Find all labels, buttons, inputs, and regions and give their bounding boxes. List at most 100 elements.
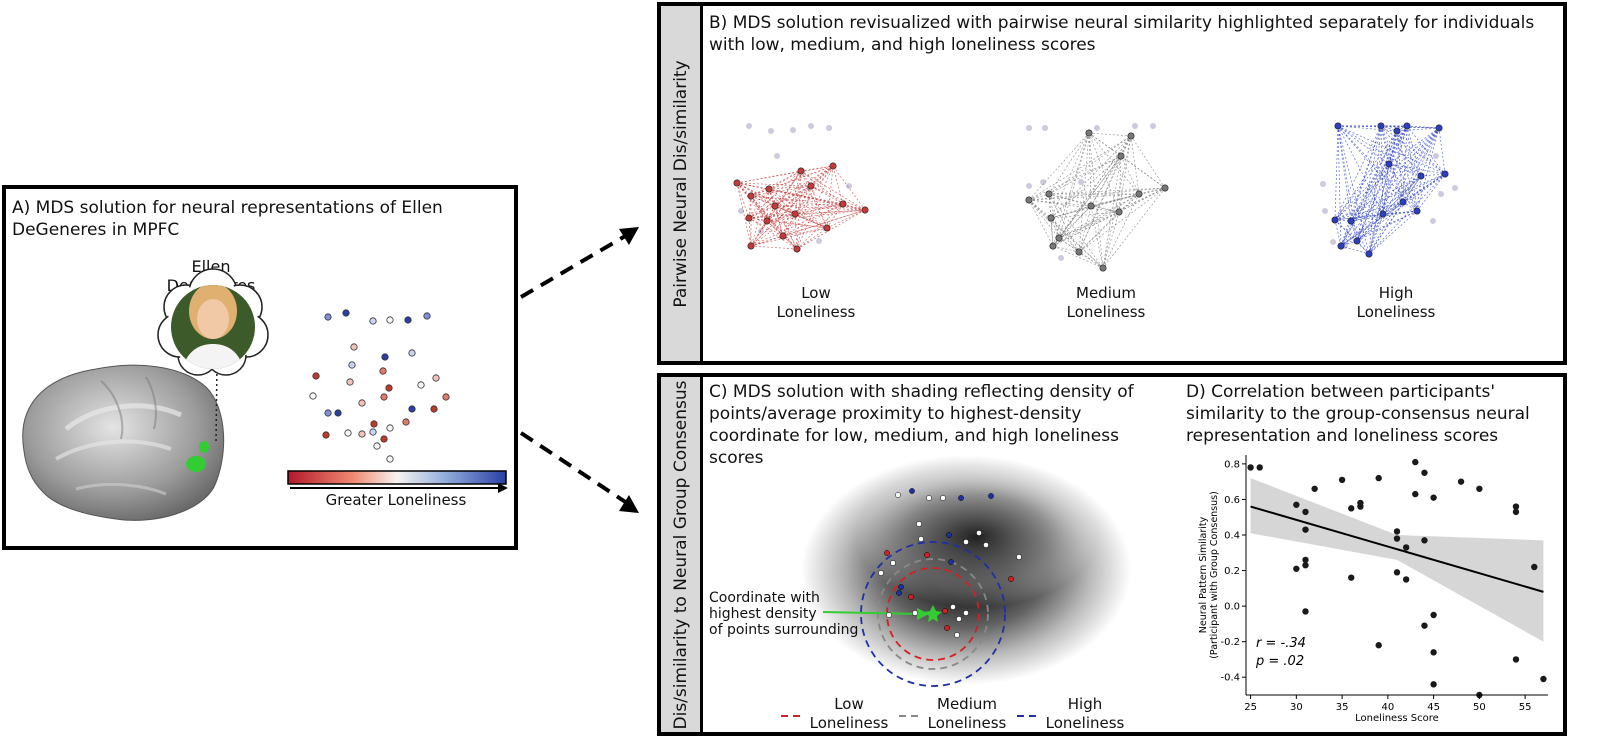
edge — [796, 227, 828, 250]
medium-group-label-2: Loneliness — [1066, 303, 1146, 321]
edge — [1337, 125, 1370, 255]
edge — [1388, 163, 1446, 175]
edge — [1050, 132, 1090, 219]
node — [1115, 208, 1123, 216]
edge — [1334, 127, 1440, 221]
data-point — [1393, 528, 1401, 535]
edge — [1058, 205, 1092, 239]
panel-a-mds-scatter — [309, 309, 450, 463]
density-point — [895, 492, 901, 498]
edge — [1356, 240, 1370, 255]
mds-point — [408, 349, 416, 357]
edge — [1350, 125, 1408, 222]
data-point — [1375, 474, 1382, 482]
mds-point — [380, 435, 388, 443]
density-point — [958, 495, 964, 501]
edge — [1052, 155, 1122, 247]
mds-point — [432, 374, 440, 382]
edge — [1337, 125, 1404, 203]
edge — [1078, 155, 1122, 253]
density-point — [886, 612, 892, 618]
node — [733, 179, 741, 187]
y-axis-label-2: (Participant with Group Consensus) — [1209, 491, 1220, 659]
data-point — [1402, 544, 1410, 551]
node — [765, 185, 773, 193]
edge — [782, 213, 796, 237]
node — [1331, 216, 1339, 224]
panel-c: Dis/similarity to Neural Group Consensus… — [657, 373, 1567, 736]
edge — [832, 165, 844, 205]
node — [829, 162, 837, 170]
edge — [1356, 163, 1390, 242]
edge — [750, 195, 866, 211]
edge — [750, 195, 844, 205]
high-group-label-1: High — [1378, 284, 1414, 302]
node — [745, 214, 753, 222]
mds-point — [342, 309, 350, 317]
mpfc-region — [186, 456, 206, 472]
node — [1117, 152, 1125, 160]
edge — [774, 205, 796, 215]
panel-a-title: A) MDS solution for neural representatio… — [12, 198, 443, 240]
node — [797, 167, 805, 175]
edge — [800, 170, 866, 211]
low-group-label: Low Loneliness — [761, 284, 871, 322]
edge — [1088, 132, 1122, 157]
edge — [1368, 127, 1440, 255]
node — [1399, 198, 1407, 206]
node — [1045, 190, 1053, 198]
edge — [1340, 220, 1352, 247]
ghost-node — [1094, 125, 1100, 131]
edge — [1052, 245, 1080, 253]
density-point — [1008, 576, 1014, 582]
edge — [750, 213, 796, 247]
ghost-node — [1430, 218, 1436, 224]
data-point — [1247, 464, 1254, 471]
edge — [1048, 193, 1104, 269]
mds-point — [324, 409, 332, 417]
node — [1127, 132, 1135, 140]
edge — [1050, 193, 1140, 219]
data-point — [1348, 574, 1355, 581]
data-point — [1430, 681, 1437, 688]
legend-high-1: High — [1067, 695, 1103, 713]
mds-point — [417, 381, 425, 389]
density-point — [924, 552, 930, 558]
high-network — [1320, 122, 1458, 258]
colorbar-label: Greater Loneliness — [325, 491, 467, 509]
ghost-node — [1026, 183, 1032, 189]
edge — [800, 170, 812, 187]
data-point — [1430, 611, 1437, 619]
edge — [1090, 187, 1166, 207]
node — [791, 210, 799, 218]
mds-point — [373, 442, 381, 450]
ghost-node — [790, 127, 796, 133]
edge — [1350, 125, 1382, 222]
low-network — [733, 123, 869, 253]
edge — [1050, 155, 1122, 219]
edge — [1130, 135, 1166, 189]
stat-r: r = -.34 — [1256, 636, 1306, 651]
edge — [750, 195, 768, 222]
edge — [1340, 175, 1422, 247]
ghost-node — [1026, 125, 1032, 131]
edge — [766, 205, 776, 222]
edge — [1337, 125, 1418, 212]
data-point — [1293, 565, 1300, 572]
node — [747, 192, 755, 200]
node — [1135, 190, 1143, 198]
edge — [1088, 132, 1104, 269]
edge — [1368, 213, 1384, 255]
legend-low-1: Low — [834, 695, 864, 713]
annotation-line-1: Coordinate with — [709, 590, 820, 606]
edge — [1337, 125, 1422, 177]
edge — [768, 165, 834, 190]
edge — [1052, 193, 1140, 247]
edge — [1028, 199, 1052, 219]
edge — [794, 213, 798, 250]
x-tick-label: 35 — [1336, 702, 1349, 713]
edge — [1102, 155, 1122, 269]
node — [1393, 127, 1401, 135]
node — [1403, 122, 1411, 130]
edge — [736, 182, 828, 229]
